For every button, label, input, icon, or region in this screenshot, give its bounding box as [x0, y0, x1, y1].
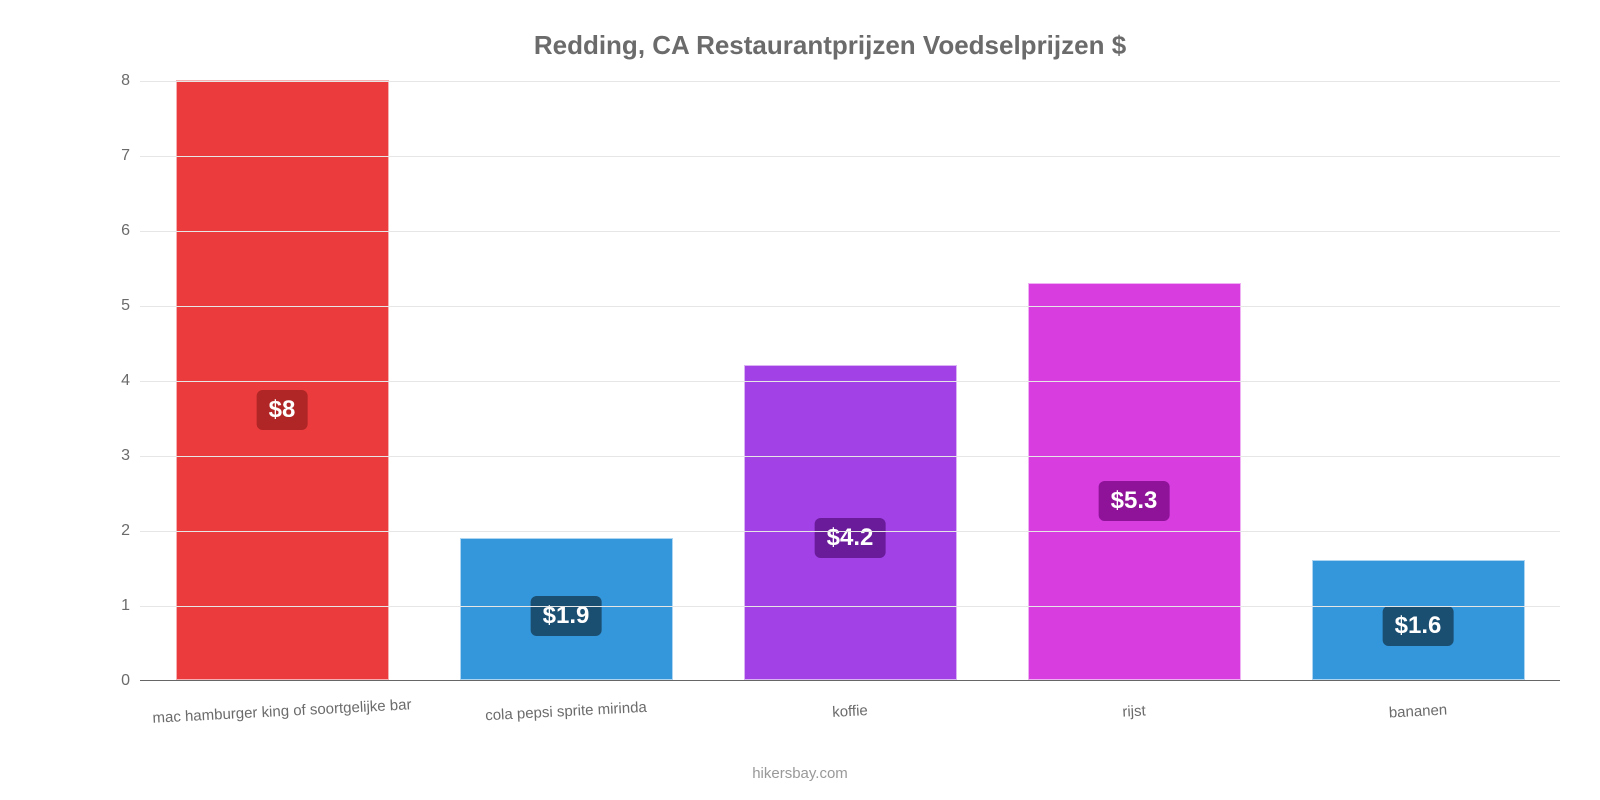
ytick-label: 8 [100, 72, 130, 90]
gridline [140, 531, 1560, 532]
gridline [140, 306, 1560, 307]
x-axis-label: koffie [708, 696, 993, 728]
x-axis-label: cola pepsi sprite mirinda [424, 696, 709, 728]
gridline [140, 606, 1560, 607]
chart-title: Redding, CA Restaurantprijzen Voedselpri… [100, 30, 1560, 61]
bar-value-label: $1.9 [531, 596, 602, 636]
x-axis-label: mac hamburger king of soortgelijke bar [140, 696, 425, 728]
bar-value-label: $5.3 [1099, 481, 1170, 521]
gridline [140, 81, 1560, 82]
bar-value-label: $4.2 [815, 518, 886, 558]
gridline [140, 231, 1560, 232]
chart-credit: hikersbay.com [0, 765, 1600, 782]
ytick-label: 0 [100, 672, 130, 690]
bar [176, 80, 389, 680]
x-axis-label: bananen [1276, 696, 1561, 728]
ytick-label: 7 [100, 147, 130, 165]
ytick-label: 6 [100, 222, 130, 240]
bar-value-label: $1.6 [1383, 606, 1454, 646]
ytick-label: 5 [100, 297, 130, 315]
chart-container: Redding, CA Restaurantprijzen Voedselpri… [0, 0, 1600, 800]
gridline [140, 381, 1560, 382]
ytick-label: 1 [100, 597, 130, 615]
gridline [140, 156, 1560, 157]
ytick-label: 2 [100, 522, 130, 540]
bar-value-label: $8 [257, 390, 308, 430]
x-axis-labels: mac hamburger king of soortgelijke barco… [140, 703, 1560, 720]
ytick-label: 4 [100, 372, 130, 390]
ytick-label: 3 [100, 447, 130, 465]
gridline [140, 456, 1560, 457]
plot-area: $8$1.9$4.2$5.3$1.6 mac hamburger king of… [140, 81, 1560, 681]
x-axis-label: rijst [992, 696, 1277, 728]
